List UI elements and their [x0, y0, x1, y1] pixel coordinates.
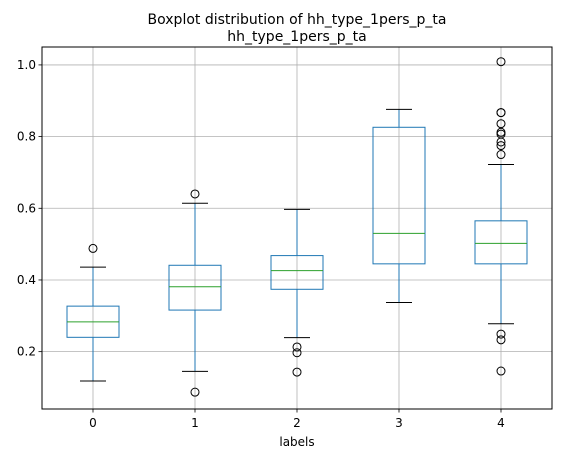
- outlier-point: [190, 189, 200, 199]
- x-tick-label: 3: [395, 416, 403, 430]
- outlier-point: [496, 329, 506, 339]
- box-group-0: [66, 243, 120, 382]
- y-tick-label: 0.8: [17, 130, 36, 144]
- grid-lines: [42, 47, 552, 409]
- box-series: [66, 57, 528, 397]
- y-tick-label: 0.4: [17, 273, 36, 287]
- box-group-1: [168, 189, 222, 397]
- x-axis-ticks: 0 1 2 3 4: [89, 409, 505, 430]
- x-tick-label: 4: [497, 416, 505, 430]
- x-axis-label: labels: [279, 435, 314, 449]
- x-tick-label: 1: [191, 416, 199, 430]
- outlier-point: [496, 57, 506, 67]
- x-tick-label: 2: [293, 416, 301, 430]
- outlier-point: [88, 243, 98, 253]
- outlier-point: [292, 367, 302, 377]
- y-tick-label: 1.0: [17, 58, 36, 72]
- box-iqr: [372, 126, 426, 265]
- y-axis-ticks: 0.2 0.4 0.6 0.8 1.0: [17, 58, 42, 359]
- chart-title: hh_type_1pers_p_ta: [227, 29, 366, 45]
- box-iqr: [168, 264, 222, 311]
- outlier-point: [496, 366, 506, 376]
- outlier-point: [496, 119, 506, 129]
- box-iqr: [474, 220, 528, 265]
- outlier-point: [292, 348, 302, 358]
- x-tick-label: 0: [89, 416, 97, 430]
- outlier-point: [292, 342, 302, 352]
- outlier-point: [496, 141, 506, 151]
- box-iqr: [270, 255, 324, 290]
- outlier-point: [496, 150, 506, 160]
- box-group-4: [474, 57, 528, 376]
- chart-suptitle: Boxplot distribution of hh_type_1pers_p_…: [148, 12, 447, 28]
- outlier-point: [496, 137, 506, 147]
- y-tick-label: 0.2: [17, 345, 36, 359]
- outlier-point: [496, 108, 506, 118]
- box-group-2: [270, 208, 324, 377]
- y-tick-label: 0.6: [17, 201, 36, 215]
- box-group-3: [372, 108, 426, 304]
- outlier-point: [190, 387, 200, 397]
- outlier-point: [496, 335, 506, 345]
